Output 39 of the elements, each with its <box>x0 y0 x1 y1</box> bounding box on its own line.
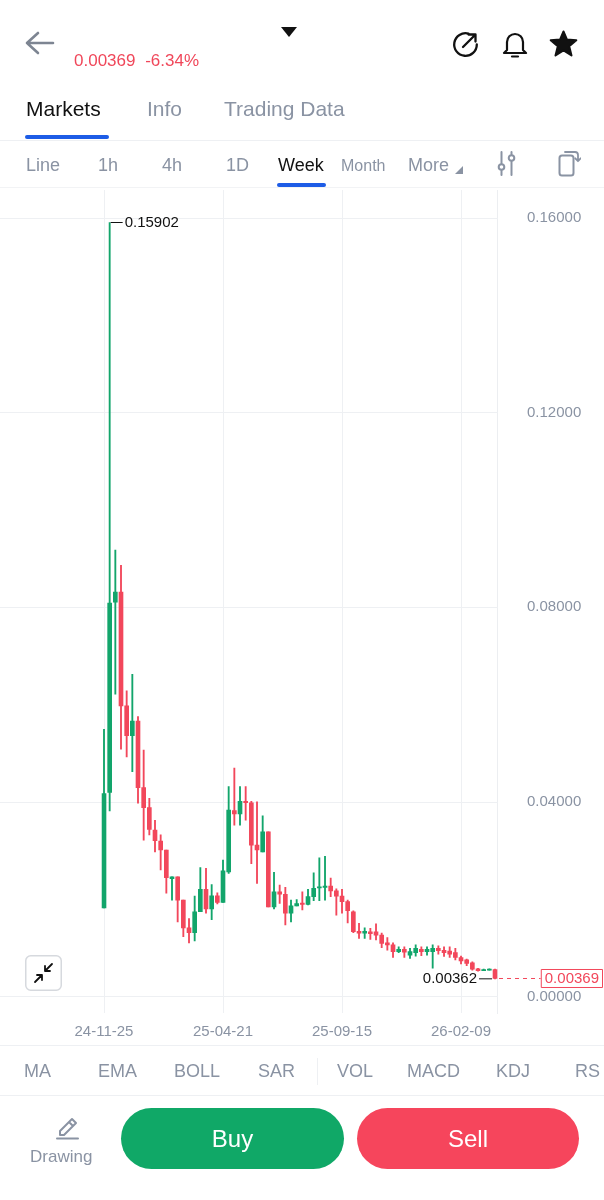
pill-button: Sell <box>357 1108 579 1169</box>
text: RS <box>575 1061 601 1081</box>
candlestick <box>130 673 135 772</box>
text: MA <box>24 1061 51 1081</box>
y-tick-label: 0.12000 <box>527 402 582 420</box>
text: 4h <box>162 155 183 175</box>
y-tick-label: 0.00000 <box>527 986 582 1004</box>
text: Drawing <box>30 1147 93 1166</box>
text: Month <box>341 157 386 174</box>
text: Markets <box>26 97 101 120</box>
candlestick <box>169 876 175 901</box>
text: KDJ <box>496 1061 531 1081</box>
chart-subtitle: 0.00369 -6.34% <box>74 51 200 70</box>
y-tick-label: 0.04000 <box>527 791 582 809</box>
y-tick-label: 0.08000 <box>527 597 582 615</box>
text: VOL <box>337 1061 374 1081</box>
candlestick <box>300 891 305 911</box>
annotation: 0.00362 <box>422 968 478 986</box>
text: MACD <box>407 1061 460 1081</box>
text: BOLL <box>174 1061 221 1081</box>
pill-button: Buy <box>121 1108 344 1169</box>
ref-line-label: 0.00369 <box>544 969 600 987</box>
text: Line <box>26 155 61 175</box>
text: SAR <box>258 1061 296 1081</box>
x-tick-label: 25-04-21 <box>192 1022 254 1040</box>
text: More <box>408 155 450 175</box>
y-tick-label: 0.16000 <box>527 207 582 225</box>
text: Info <box>147 97 183 120</box>
text: Trading Data <box>224 97 345 120</box>
candlestick <box>232 767 237 826</box>
annotation: 0.15902 <box>124 212 179 230</box>
text: EMA <box>98 1061 138 1081</box>
x-tick-label: 24-11-25 <box>74 1022 134 1040</box>
text: Week <box>278 155 324 175</box>
x-tick-label: 25-09-15 <box>311 1022 373 1040</box>
x-tick-label: 26-02-09 <box>431 1022 492 1040</box>
candlestick <box>113 549 118 695</box>
text: 1D <box>226 155 250 175</box>
text: 1h <box>98 155 119 175</box>
